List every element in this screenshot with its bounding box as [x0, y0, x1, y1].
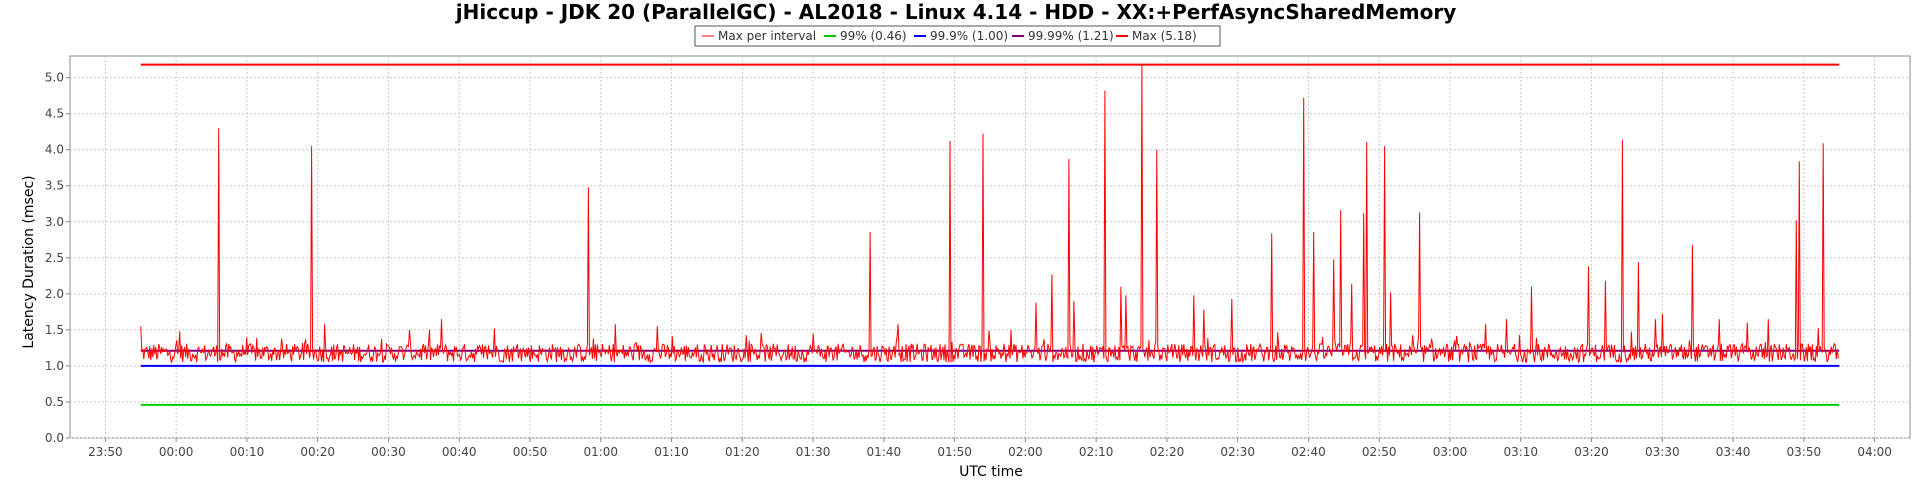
legend-box — [694, 25, 1221, 47]
x-axis: 23:50 00:00 00:10 00:20 00:30 00:40 00:50 01:00… — [88, 438, 1892, 459]
x-axis-label: UTC time — [959, 464, 1023, 480]
x-tick-label: 01:30 — [796, 445, 831, 459]
y-tick-label: 0.0 — [45, 431, 64, 445]
x-tick-label: 00:10 — [230, 445, 265, 459]
x-tick-label: 03:50 — [1787, 445, 1822, 459]
grid — [70, 56, 1910, 439]
y-tick-label: 4.5 — [45, 107, 64, 121]
x-tick-label: 04:00 — [1857, 445, 1892, 459]
x-tick-label: 02:10 — [1079, 445, 1114, 459]
y-tick-label: 1.0 — [45, 359, 64, 373]
chart-title: jHiccup - JDK 20 (ParallelGC) - AL2018 -… — [455, 0, 1456, 24]
x-tick-label: 02:40 — [1291, 445, 1326, 459]
x-tick-label: 01:50 — [937, 445, 972, 459]
x-tick-label: 03:10 — [1503, 445, 1538, 459]
x-tick-label: 00:50 — [513, 445, 548, 459]
x-tick-label: 01:00 — [583, 445, 618, 459]
x-tick-label: 23:50 — [88, 445, 123, 459]
series-layer — [140, 63, 1840, 406]
x-tick-label: 03:20 — [1574, 445, 1609, 459]
legend-label: 99.99% (1.21) — [1028, 29, 1114, 43]
plot-frame — [69, 55, 1911, 439]
legend-label: Max (5.18) — [1132, 29, 1197, 43]
x-tick-label: 01:10 — [654, 445, 689, 459]
y-tick-label: 4.0 — [45, 143, 64, 157]
y-tick-label: 3.5 — [45, 179, 64, 193]
y-tick-label: 5.0 — [45, 71, 64, 85]
y-axis-label: Latency Duration (msec) — [21, 175, 37, 348]
x-tick-label: 01:20 — [725, 445, 760, 459]
legend-label: 99.9% (1.00) — [930, 29, 1008, 43]
y-tick-label: 0.5 — [45, 395, 64, 409]
legend: Max per interval 99% (0.46) 99.9% (1.00) 99… — [694, 25, 1221, 47]
y-tick-label: 3.0 — [45, 215, 64, 229]
x-tick-label: 01:40 — [867, 445, 902, 459]
y-tick-label: 1.5 — [45, 323, 64, 337]
y-tick-label: 2.5 — [45, 251, 64, 265]
series-max-per-interval-line — [140, 64, 1840, 364]
legend-label: 99% (0.46) — [840, 29, 907, 43]
x-tick-label: 00:20 — [300, 445, 335, 459]
x-tick-label: 03:30 — [1645, 445, 1680, 459]
x-tick-label: 00:00 — [159, 445, 194, 459]
x-tick-label: 02:30 — [1220, 445, 1255, 459]
x-tick-label: 03:40 — [1716, 445, 1751, 459]
y-axis: 0.0 0.5 1.0 1.5 2.0 2.5 3.0 3.5 4.0 4.5 5.0 — [45, 71, 70, 445]
x-tick-label: 03:00 — [1433, 445, 1468, 459]
x-tick-label: 02:00 — [1008, 445, 1043, 459]
x-tick-label: 00:40 — [442, 445, 477, 459]
legend-label: Max per interval — [718, 29, 816, 43]
x-tick-label: 00:30 — [371, 445, 406, 459]
x-tick-label: 02:20 — [1150, 445, 1185, 459]
x-tick-label: 02:50 — [1362, 445, 1397, 459]
y-tick-label: 2.0 — [45, 287, 64, 301]
